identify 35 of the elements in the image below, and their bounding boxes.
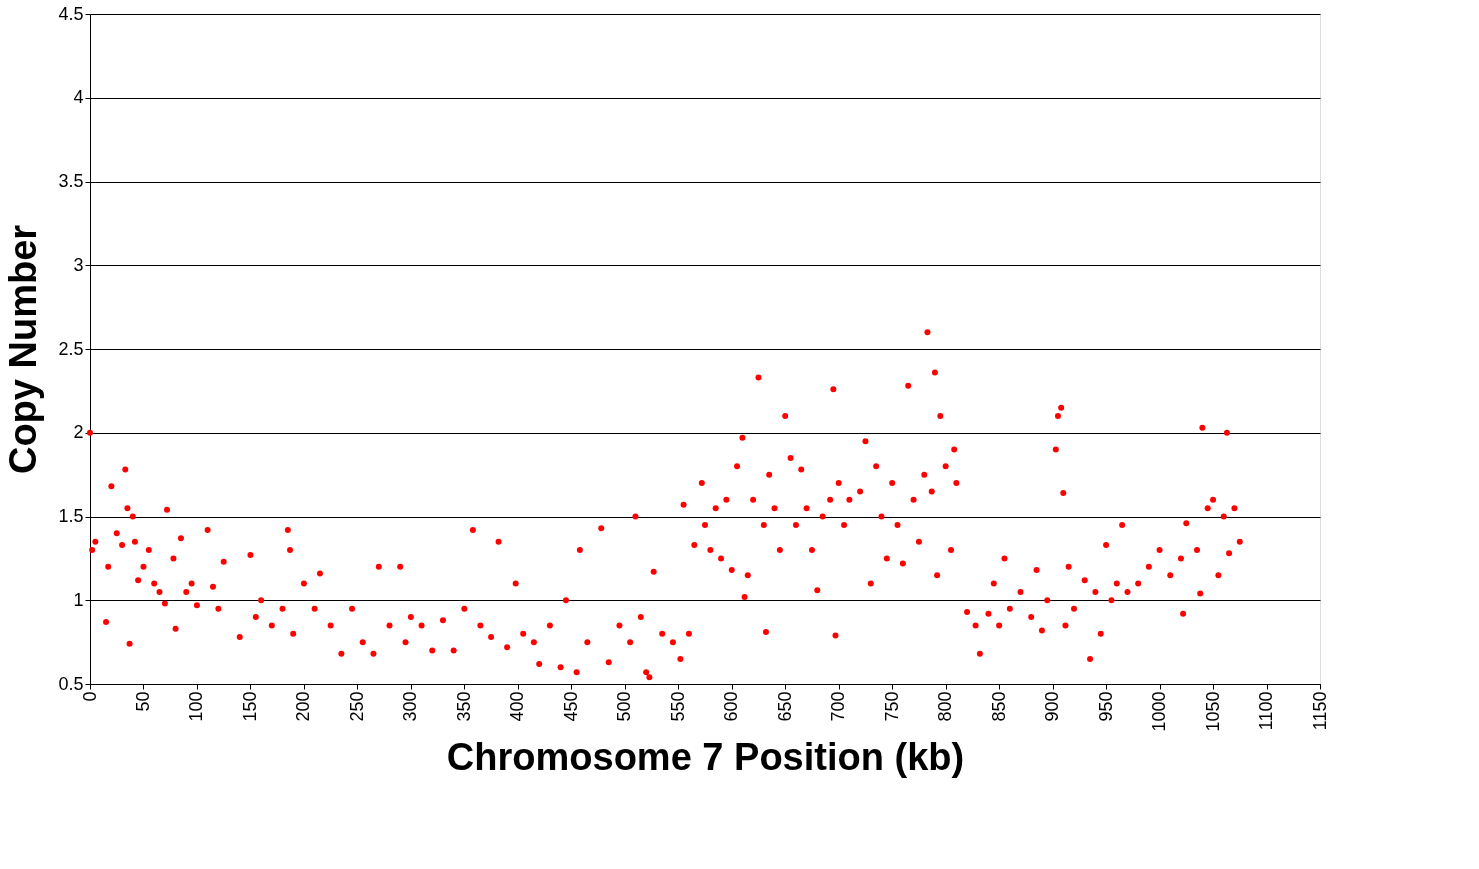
x-tick-label: 1000: [1149, 691, 1170, 732]
x-tick-label: 950: [1095, 691, 1116, 722]
x-tick-label: 900: [1042, 691, 1063, 722]
x-axis-title: Chromosome 7 Position (kb): [446, 735, 965, 778]
x-tick-label: 100: [186, 691, 207, 722]
x-tick-label: 700: [828, 691, 849, 722]
x-tick-label: 600: [721, 691, 742, 722]
x-tick-label: 200: [293, 691, 314, 722]
x-tick-label: 300: [400, 691, 421, 722]
y-tick-label: 3: [73, 254, 84, 275]
y-tick-label: 0.5: [58, 673, 84, 694]
x-tick-label: 1050: [1202, 691, 1223, 732]
y-tick-label: 4.5: [58, 3, 84, 24]
x-tick-label: 0: [79, 691, 100, 702]
y-tick-label: 2: [73, 422, 84, 443]
x-tick-label: 400: [507, 691, 528, 722]
x-tick-label: 650: [774, 691, 795, 722]
x-tick-label: 1100: [1256, 691, 1277, 731]
y-tick-label: 2.5: [58, 338, 84, 359]
x-tick-label: 500: [614, 691, 635, 722]
x-tick-label: 800: [935, 691, 956, 722]
y-tick-label: 1: [73, 589, 84, 610]
x-tick-label: 150: [239, 691, 260, 722]
x-tick-label: 350: [453, 691, 474, 722]
x-tick-label: 850: [988, 691, 1009, 722]
x-tick-label: 550: [667, 691, 688, 722]
x-tick-label: 50: [132, 691, 153, 712]
y-tick-label: 4: [73, 87, 84, 108]
y-tick-label: 1.5: [58, 506, 84, 526]
x-tick-label: 250: [346, 691, 367, 722]
x-tick-label: 450: [560, 691, 581, 722]
y-axis-title: Copy Number: [2, 224, 45, 475]
y-tick-label: 3.5: [58, 171, 84, 191]
x-tick-label: 750: [881, 691, 902, 722]
x-tick-label: 1150: [1309, 691, 1330, 731]
